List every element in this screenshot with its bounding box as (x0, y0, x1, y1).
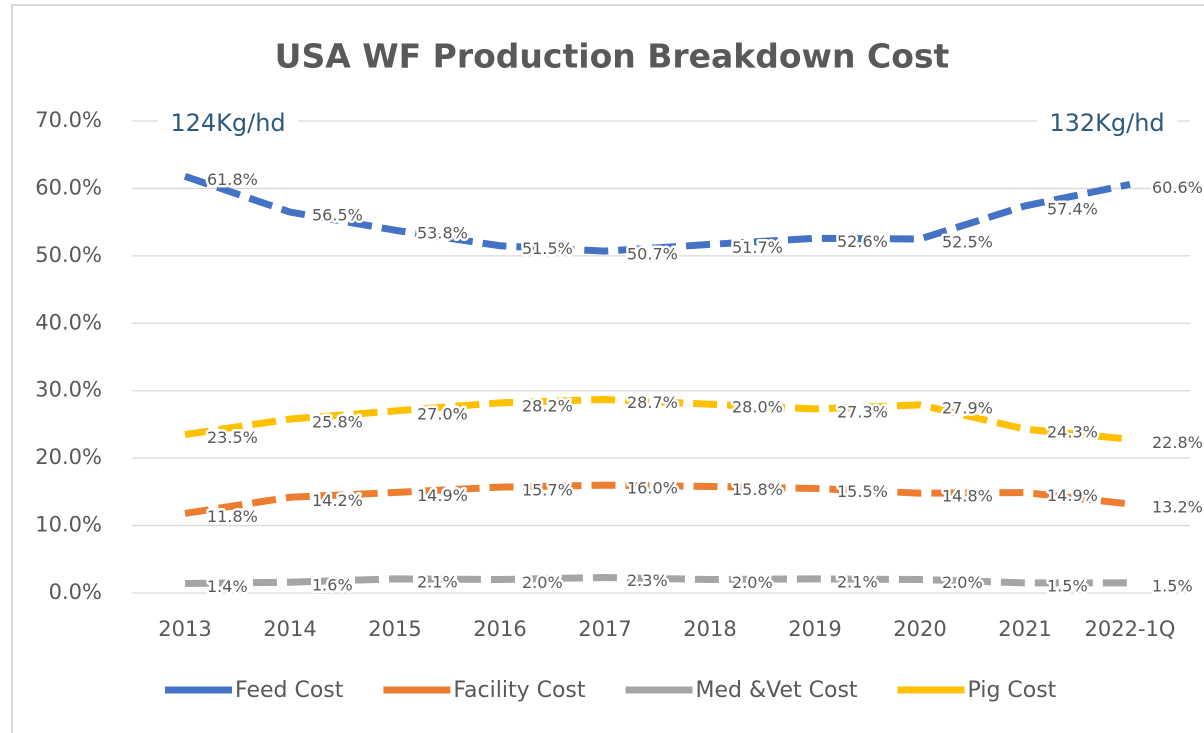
annotation: 124Kg/hd (170, 109, 285, 137)
data-label: 27.9% (942, 398, 993, 417)
data-label: 15.7% (522, 481, 573, 500)
x-tick-label: 2019 (788, 617, 841, 641)
data-label: 14.2% (312, 491, 363, 510)
data-label: 27.3% (837, 402, 888, 421)
x-tick-label: 2016 (473, 617, 526, 641)
y-tick-label: 10.0% (35, 513, 102, 537)
x-tick-label: 2018 (683, 617, 736, 641)
data-label: 2.1% (417, 572, 458, 591)
data-label: 2.0% (732, 573, 773, 592)
data-label: 50.7% (627, 245, 678, 264)
series-line (183, 172, 1131, 255)
data-label: 14.9% (417, 486, 468, 505)
data-label: 60.6% (1152, 178, 1203, 197)
annotation: 132Kg/hd (1049, 109, 1164, 137)
data-label: 2.0% (522, 573, 563, 592)
data-label: 14.9% (1047, 486, 1098, 505)
data-label: 28.0% (732, 398, 783, 417)
legend-label: Med &Vet Cost (696, 678, 858, 703)
data-label: 11.8% (207, 507, 258, 526)
legend-label: Pig Cost (968, 678, 1057, 703)
data-label: 57.4% (1047, 199, 1098, 218)
annotation-bg (158, 108, 298, 138)
legend-label: Facility Cost (453, 678, 585, 703)
y-tick-label: 70.0% (35, 108, 102, 132)
x-tick-label: 2021 (998, 617, 1051, 641)
x-tick-label: 2014 (263, 617, 316, 641)
y-tick-label: 30.0% (35, 378, 102, 402)
data-label: 16.0% (627, 479, 678, 498)
data-label: 1.4% (207, 577, 248, 596)
data-label: 22.8% (1152, 433, 1203, 452)
data-label: 15.5% (837, 482, 888, 501)
data-label: 51.5% (522, 239, 573, 258)
y-tick-label: 20.0% (35, 445, 102, 469)
data-label: 24.3% (1047, 423, 1098, 442)
data-label: 2.0% (942, 573, 983, 592)
legend-label: Feed Cost (235, 678, 344, 703)
x-tick-label: 2013 (158, 617, 211, 641)
data-label: 51.7% (732, 238, 783, 257)
y-tick-label: 50.0% (35, 243, 102, 267)
data-label: 2.3% (627, 571, 668, 590)
data-label: 15.8% (732, 480, 783, 499)
data-label: 23.5% (207, 428, 258, 447)
data-label: 53.8% (417, 224, 468, 243)
x-tick-label: 2015 (368, 617, 421, 641)
data-label: 13.2% (1152, 497, 1203, 516)
data-label: 25.8% (312, 413, 363, 432)
chart-title: USA WF Production Breakdown Cost (275, 37, 950, 76)
x-tick-label: 2020 (893, 617, 946, 641)
y-tick-label: 60.0% (35, 175, 102, 199)
x-tick-label: 2022-1Q (1085, 617, 1176, 641)
data-label: 52.6% (837, 232, 888, 251)
x-tick-label: 2017 (578, 617, 631, 641)
y-tick-label: 0.0% (49, 580, 102, 604)
series-line (184, 573, 1130, 588)
data-label: 27.0% (417, 404, 468, 423)
data-label: 61.8% (207, 170, 258, 189)
data-label: 1.5% (1047, 576, 1088, 595)
data-label: 14.8% (942, 487, 993, 506)
data-label: 28.7% (627, 393, 678, 412)
chart-border (11, 4, 1204, 733)
data-label: 52.5% (942, 233, 993, 252)
data-label: 1.5% (1152, 576, 1193, 595)
y-tick-label: 40.0% (35, 310, 102, 334)
data-label: 28.2% (522, 396, 573, 415)
data-label: 1.6% (312, 576, 353, 595)
series-line (184, 395, 1131, 443)
data-label: 56.5% (312, 206, 363, 225)
data-label: 2.1% (837, 572, 878, 591)
series-line (184, 481, 1131, 517)
annotation-bg (1037, 108, 1177, 138)
